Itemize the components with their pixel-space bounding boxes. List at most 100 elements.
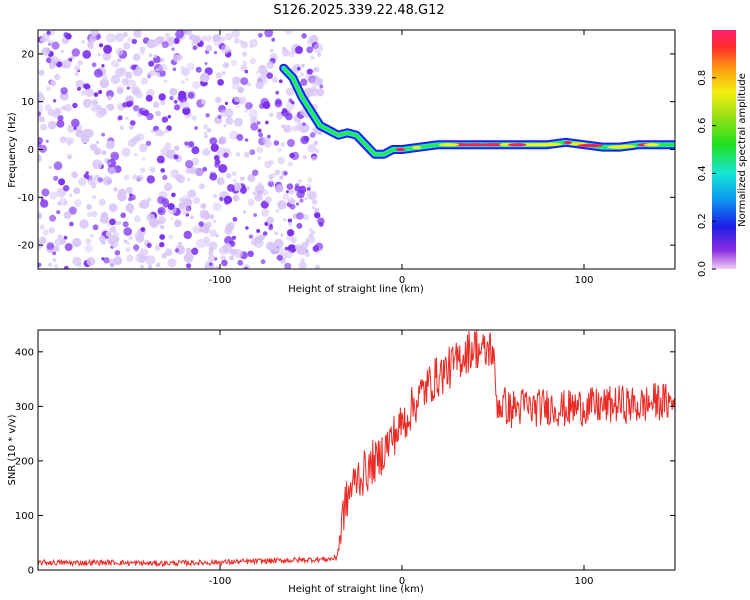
noise-point [38,144,48,153]
noise-point [122,102,128,108]
noise-point [263,139,272,148]
noise-point [79,219,89,229]
noise-point [85,238,92,245]
noise-point [250,122,259,131]
noise-point [306,68,313,75]
noise-point [158,93,166,101]
noise-point [221,71,226,76]
colorbar-tick-label: 0.6 [697,118,708,134]
spectral-ridge [279,63,675,159]
noise-point [106,140,115,150]
noise-point [244,109,248,113]
snr-ylabel: SNR (10 * v/v) [7,414,18,485]
noise-point [269,179,273,183]
noise-point [56,61,63,68]
noise-point [167,258,177,268]
noise-point [38,262,42,268]
noise-point [190,215,194,219]
noise-point [91,210,98,218]
noise-point [198,183,205,190]
noise-point [178,90,187,99]
noise-point [155,68,159,72]
noise-point [230,59,238,67]
noise-point [78,177,87,186]
noise-point [60,87,68,95]
noise-point [202,166,208,172]
noise-point [58,197,67,206]
noise-point [138,143,148,153]
noise-point [81,40,86,44]
noise-point [98,235,106,243]
noise-point [185,247,192,254]
noise-point [311,155,318,162]
noise-point [92,224,99,231]
noise-point [176,174,185,184]
noise-point [127,37,133,43]
noise-point [47,108,55,117]
noise-point [249,149,256,156]
noise-point [127,138,137,147]
noise-point [307,177,313,183]
noise-point [140,50,145,56]
noise-point [146,112,154,121]
noise-point [188,141,195,148]
x-tick-label: 100 [574,576,593,587]
noise-point [163,79,168,83]
noise-point [160,100,166,106]
noise-point [202,148,211,157]
noise-point [80,90,87,96]
noise-point [48,227,56,234]
noise-point [107,161,112,165]
noise-point [240,40,249,49]
noise-point [148,53,153,58]
noise-point [163,201,170,208]
noise-point [141,157,146,161]
noise-point [277,147,283,153]
noise-point [313,66,320,73]
noise-point [191,146,200,155]
snr-series-group [38,330,675,568]
noise-point [131,38,137,45]
noise-point [297,75,300,79]
noise-point [157,196,166,205]
noise-point [131,86,141,96]
noise-point [300,258,305,263]
noise-point [311,230,316,235]
noise-point [293,64,299,70]
noise-point [125,71,133,80]
noise-point [308,227,313,232]
noise-point [275,90,280,95]
noise-point [229,130,239,140]
noise-point [46,242,55,250]
noise-point [219,197,224,202]
noise-point [218,136,227,145]
noise-point [255,71,259,75]
noise-point [75,79,85,89]
noise-point [44,104,52,111]
noise-point [308,232,314,238]
noise-point [95,174,100,179]
noise-point [84,244,94,253]
noise-point [244,69,249,74]
noise-point [204,62,208,65]
noise-point [83,173,90,179]
noise-point [279,175,284,180]
noise-point [248,109,258,119]
figure-title: S126.2025.339.22.48.G12 [273,3,444,18]
noise-point [82,50,92,59]
noise-point [47,120,57,130]
noise-point [116,220,122,226]
noise-point [260,77,269,85]
noise-point [174,145,180,151]
ridge-hotspot [607,145,629,149]
noise-point [99,78,110,89]
noise-point [123,42,131,50]
noise-point [181,67,190,76]
noise-point [109,218,116,226]
noise-point [252,191,257,195]
noise-point [161,116,169,123]
noise-point [50,56,59,65]
noise-point [248,234,254,239]
noise-point [257,156,261,160]
